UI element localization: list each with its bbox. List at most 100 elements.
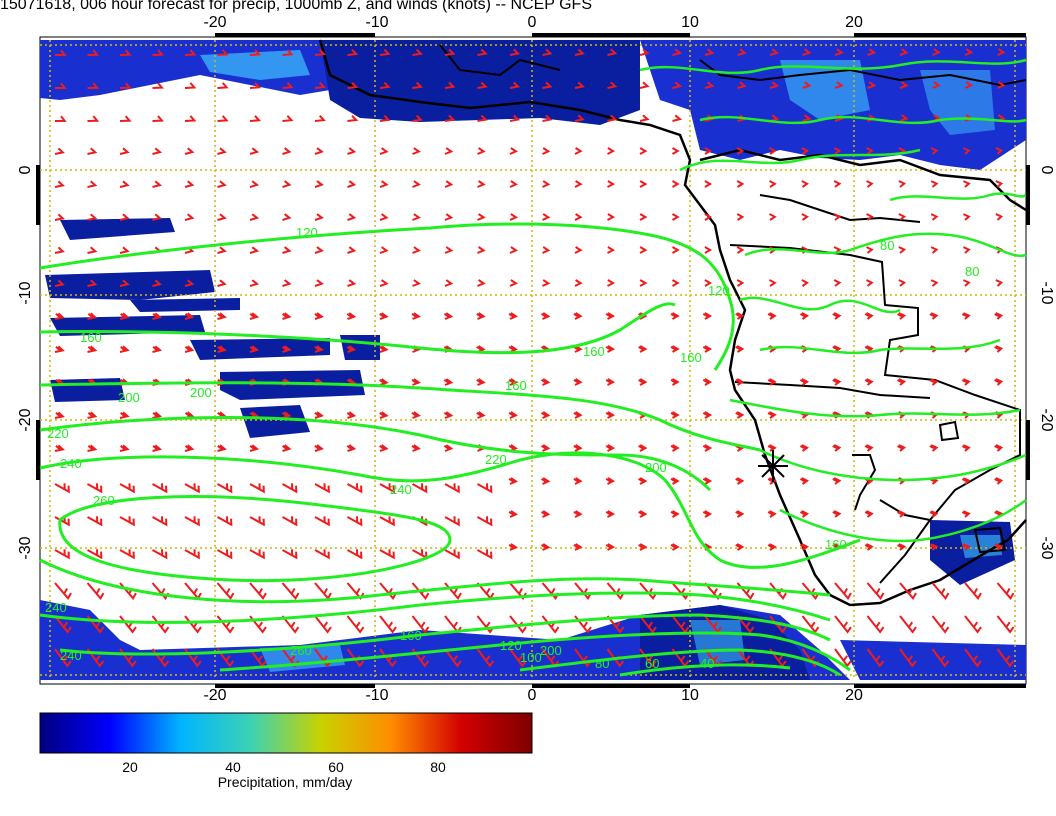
colorbar-tick: 40 (225, 759, 241, 775)
wind-barb (249, 345, 260, 353)
wind-barb (735, 345, 745, 353)
wind-barb (152, 82, 164, 89)
wind-barb (769, 279, 777, 287)
wind-barb (314, 444, 324, 452)
wind-barb (314, 180, 324, 188)
wind-barb (573, 378, 583, 386)
wind-barb (477, 114, 488, 122)
precip-area (45, 270, 215, 300)
lon-tick-bottom: -20 (203, 687, 226, 704)
wind-barb (54, 345, 65, 353)
wind-barb (638, 345, 648, 353)
wind-barb (702, 411, 713, 419)
africa-coastline (318, 39, 1027, 607)
contour-label: 120 (296, 225, 318, 240)
wind-barb (605, 378, 616, 386)
lat-tick-left: -30 (17, 536, 34, 559)
wind-barb (573, 312, 583, 320)
precip-area (320, 40, 640, 125)
wind-barb (119, 180, 130, 188)
contour-label: 160 (80, 330, 102, 345)
contour-label: 200 (190, 385, 212, 400)
wind-barb (704, 180, 713, 188)
wind-barb (152, 49, 164, 56)
wind-barb (736, 180, 745, 188)
wind-barb (217, 180, 227, 188)
wind-barb (672, 180, 680, 188)
wind-barb (281, 312, 292, 320)
lat-tick-right: -10 (1038, 281, 1055, 304)
wind-barb (899, 648, 917, 668)
wind-barb (964, 48, 974, 56)
wind-barb (411, 615, 430, 634)
wind-barb (217, 147, 227, 155)
axes: -20 -10 0 10 20 -20 -10 0 10 20 0 -10 -2… (17, 14, 1055, 704)
wind-barb (152, 279, 163, 287)
wind-barb (605, 477, 616, 485)
contour-land-7 (779, 499, 1027, 543)
wind-barb (864, 312, 874, 320)
wind-barb (542, 246, 551, 254)
wind-barb (87, 312, 98, 320)
contour-label: 240 (60, 648, 82, 663)
wind-barb (87, 549, 103, 560)
wind-barb (929, 543, 939, 551)
wind-barb (867, 48, 877, 56)
wind-barb (249, 516, 265, 527)
wind-barb (152, 312, 163, 320)
lat-tick-right: -30 (1038, 536, 1055, 559)
wind-barb (605, 444, 616, 452)
wind-barb (346, 615, 365, 634)
wind-barb (540, 312, 551, 320)
wind-barb (347, 246, 357, 254)
lake (938, 420, 960, 442)
wind-barb (864, 378, 874, 386)
wind-barb (282, 213, 292, 221)
wind-barbs (54, 48, 1015, 668)
wind-barb (704, 582, 722, 601)
wind-barb (542, 213, 551, 221)
wind-barb (249, 483, 265, 494)
country-border (699, 59, 1027, 87)
contour-label: 160 (400, 628, 422, 643)
contour-labels: 120 160 160 200 220 240 260 200 160 220 … (45, 225, 979, 671)
wind-barb (152, 115, 164, 122)
wind-barb (347, 483, 363, 494)
wind-barb (736, 615, 755, 634)
wind-barb (605, 510, 616, 518)
contour-label: 40 (700, 656, 714, 671)
contour-label: 60 (645, 656, 659, 671)
wind-barb (704, 81, 715, 89)
wind-barb (412, 213, 421, 221)
wind-barb (704, 246, 713, 254)
contour-label: 80 (965, 264, 979, 279)
wind-barb (54, 582, 72, 601)
wind-barb (997, 48, 1006, 56)
wind-barb (282, 49, 294, 56)
contour-160b (59, 613, 831, 656)
wind-barb (379, 81, 391, 89)
wind-barb (347, 49, 359, 56)
wind-barb (119, 279, 130, 287)
contour-label: 120 (708, 283, 730, 298)
wind-barb (866, 615, 885, 634)
wind-barb (54, 444, 65, 452)
wind-barb (282, 115, 294, 122)
wind-barb (799, 312, 810, 320)
country-border (852, 454, 877, 511)
wind-barb (444, 483, 460, 494)
precip-area (130, 298, 240, 312)
wind-barb (346, 444, 357, 452)
frame-tick (854, 684, 1026, 688)
wind-barb (54, 615, 72, 634)
wind-barb (314, 147, 324, 155)
wind-barb (997, 81, 1006, 89)
wind-barb (898, 213, 907, 221)
wind-barb (347, 180, 357, 188)
wind-barb (314, 345, 324, 353)
contour-120b (219, 631, 851, 672)
lat-tick-left: 0 (17, 165, 34, 174)
contour-label: 80 (595, 656, 609, 671)
wind-barb (832, 378, 842, 386)
colorbar (39, 712, 533, 754)
